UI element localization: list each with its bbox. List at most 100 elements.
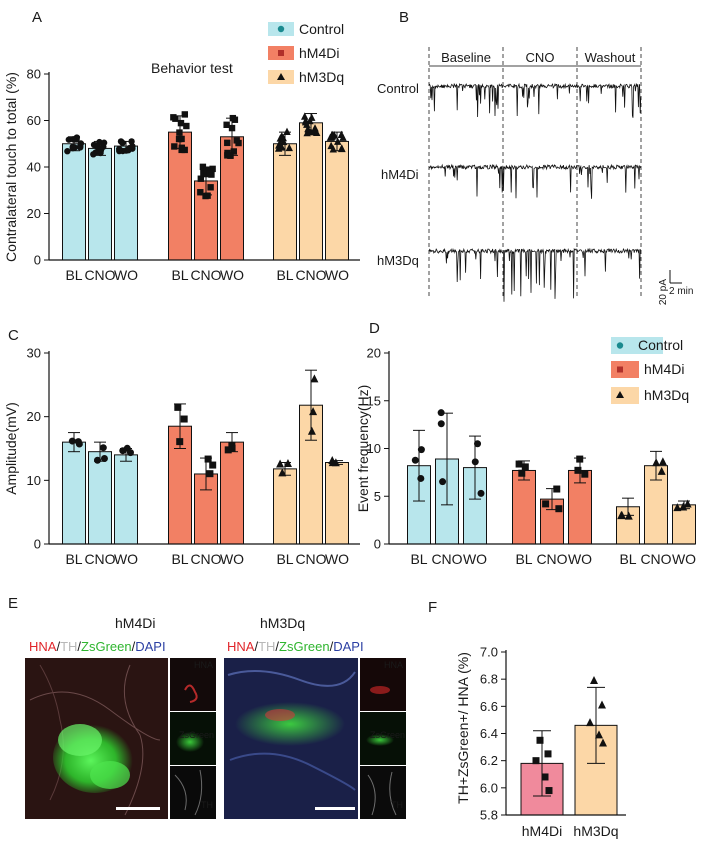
chartA-point-2-2-7	[334, 137, 342, 145]
chartF-point-0-3	[541, 773, 549, 781]
chartD-point-2-0-1	[617, 511, 626, 520]
chartC-point-1-2-2	[224, 446, 232, 454]
chartD-point-0-0-2	[417, 474, 425, 482]
chartC-point-1-2-1	[228, 442, 236, 450]
stain-legend-hm3dq: HNA/TH/ZsGreen/DAPI	[227, 639, 364, 654]
legend-a-marker-hm3dq	[277, 73, 285, 80]
chartA-point-2-1-9	[301, 117, 310, 126]
chartA-ytick-label-2: 40	[27, 160, 41, 175]
chartA-point-1-1-1	[197, 175, 205, 182]
chartA-point-1-1-11	[206, 170, 213, 177]
side-label-zs-2: ZsGreen	[370, 730, 405, 740]
chartA-point-1-2-11	[233, 137, 240, 144]
panel-letter-c: C	[8, 327, 19, 344]
chartF-point-1-4	[599, 738, 607, 747]
micrograph-hm4di-zsgreen-signal	[176, 732, 204, 752]
chartA-cat-0-2: WO	[114, 267, 138, 283]
chartD-cat-1-1: CNO	[536, 551, 567, 567]
chartD-point-1-0-0	[515, 460, 523, 468]
chartC-point-0-2-2	[119, 447, 127, 455]
chartC-bar-1-2	[220, 441, 244, 545]
chartA-point-0-1-5	[100, 139, 108, 146]
chartC-point-1-0-0	[180, 415, 188, 423]
chartF-point-1-2	[586, 718, 594, 727]
chartA-point-0-1-8	[90, 151, 97, 158]
chartD-point-0-1-0	[437, 420, 445, 428]
chartC-point-0-0-2	[68, 437, 76, 445]
chartF-point-1-3	[595, 730, 603, 739]
chartA-point-1-0-10	[178, 135, 185, 143]
stain-hna-2: HNA	[227, 639, 255, 654]
micrograph-hm3dq-hna	[360, 658, 406, 711]
phase-label-cno: CNO	[526, 50, 555, 65]
legend-a-marker-hm4di	[278, 50, 284, 56]
chartA-cat-1-1: CNO	[190, 267, 221, 283]
panel-letter-f: F	[428, 599, 437, 616]
chartA-point-0-0-11	[70, 136, 77, 143]
chartD-ytick-label-1: 5	[374, 489, 381, 504]
chartF-ytick-label-4: 6.6	[480, 699, 498, 714]
chartC-point-2-1-2	[310, 374, 319, 383]
chartD-point-0-1-2	[437, 409, 445, 417]
chartC-ytick-label-1: 10	[27, 473, 41, 488]
chartA-cat-2-0: BL	[276, 267, 293, 283]
micrograph-hm3dq-fibers	[227, 670, 356, 687]
chartD-point-2-1-0	[657, 466, 666, 475]
chartF-ytick-label-6: 7.0	[480, 645, 498, 660]
chartD-cat-2-1: CNO	[640, 551, 671, 567]
chartA-point-1-2-1	[230, 148, 237, 155]
chartC-ylabel: Amplitude(mV)	[3, 402, 19, 495]
legend-a-label-hm4di: hM4Di	[299, 45, 339, 61]
chartD-ytick-label-2: 10	[367, 441, 381, 456]
side-label-hna-2: HNA	[384, 660, 403, 670]
chartF-point-0-2	[532, 757, 540, 765]
chartD-ylabel: Event frequency(Hz)	[355, 385, 371, 513]
legend-d: Control hM4Di hM3Dq	[611, 337, 689, 404]
chartF-ytick-label-0: 5.8	[480, 808, 498, 823]
chartA-bar-0-1	[88, 147, 112, 261]
chartA-point-2-2-6	[337, 130, 346, 138]
chartD-point-1-1-1	[553, 485, 561, 493]
chartD-point-0-0-1	[417, 446, 425, 454]
panel-b-traces: Baseline CNO Washout Control hM4Di hM3Dq…	[377, 47, 693, 305]
chartA-cat-1-0: BL	[171, 267, 188, 283]
trace-hm3dq	[428, 247, 641, 302]
chartF-point-1-0	[590, 676, 598, 685]
chartC-cat-1-2: WO	[220, 551, 244, 567]
chartD-point-2-2-2	[679, 502, 688, 511]
chartC-point-2-1-0	[307, 426, 316, 435]
chartD-point-1-0-1	[518, 469, 526, 477]
chartA-point-1-1-8	[203, 166, 211, 174]
chartA-point-2-1-11	[313, 128, 321, 137]
chartA-cat-2-1: CNO	[295, 267, 326, 283]
chartA-point-0-1-10	[93, 142, 100, 150]
micrograph-hm4di-graft-core	[58, 724, 102, 756]
chartD-cat-0-1: CNO	[431, 551, 462, 567]
chartD-cat-1-2: WO	[568, 551, 592, 567]
legend-d-swatch-hm4di	[611, 361, 639, 378]
chartA-point-1-1-7	[209, 165, 216, 173]
chartC-point-2-0-0	[283, 459, 292, 468]
chartA-point-1-0-8	[177, 119, 185, 127]
chartD-point-1-2-0	[581, 470, 589, 478]
chartC-point-2-1-1	[309, 407, 318, 416]
chartA-point-1-1-9	[197, 189, 204, 196]
chartA-point-0-0-7	[69, 143, 76, 151]
chartC-point-1-1-0	[204, 455, 212, 463]
chartC-point-0-2-1	[126, 449, 134, 457]
chartA-point-2-0-5	[283, 127, 291, 136]
micrograph-hm4di-th	[170, 766, 216, 819]
chartA-point-2-1-6	[301, 112, 309, 120]
side-label-hna-1: HNA	[194, 660, 213, 670]
chartA-point-1-2-10	[224, 149, 231, 157]
chartD-point-0-1-1	[439, 478, 447, 486]
chart-f-ylabel: TH+ZsGreen+/ HNA (%)	[455, 652, 471, 804]
chartC-cat-1-1: CNO	[190, 551, 221, 567]
chartC-point-1-0-1	[176, 438, 184, 446]
chartC-bar-0-1	[88, 451, 112, 545]
chartC-cat-0-2: WO	[114, 551, 138, 567]
chartA-point-1-1-5	[199, 163, 207, 171]
chartD-point-2-2-0	[683, 499, 692, 508]
chartA-cat-2-2: WO	[325, 267, 349, 283]
chartC-point-2-0-1	[276, 459, 285, 468]
